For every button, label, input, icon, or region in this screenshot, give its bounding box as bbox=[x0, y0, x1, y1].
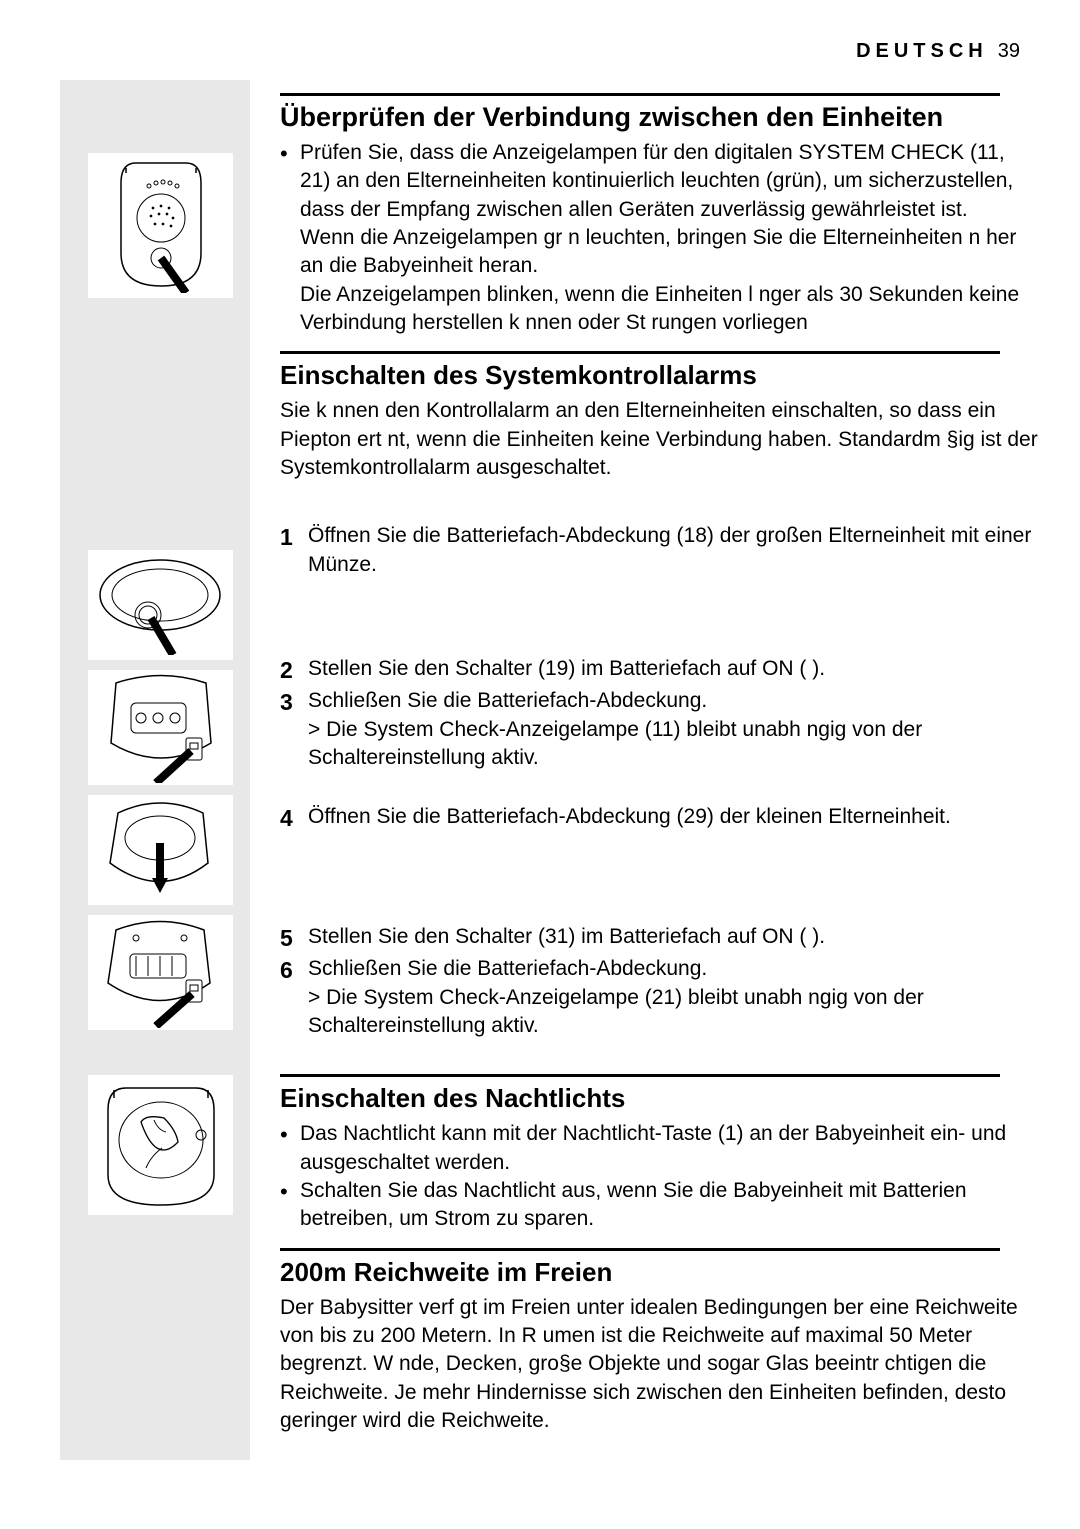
paragraph-green-lights: Wenn die Anzeigelampen gr n leuchten, br… bbox=[280, 224, 1040, 281]
bullet-nightlight-battery: Schalten Sie das Nachtlicht aus, wenn Si… bbox=[280, 1177, 1040, 1234]
step-6-result: > Die System Check-Anzeigelampe (21) ble… bbox=[280, 984, 1040, 1041]
step-number: 6 bbox=[280, 955, 293, 986]
step-3: 3 Schließen Sie die Batteriefach-Abdeckun… bbox=[280, 687, 1040, 715]
page-header: DEUTSCH 39 bbox=[60, 40, 1030, 63]
illustration-battery-compartment-large bbox=[88, 670, 233, 785]
heading-nightlight: Einschalten des Nachtlichts bbox=[280, 1083, 1040, 1114]
illustration-open-battery-small bbox=[88, 795, 233, 905]
step-text: Öffnen Sie die Batteriefach-Abdeckung (1… bbox=[308, 524, 1031, 575]
illustration-battery-compartment-small bbox=[88, 915, 233, 1030]
step-text: Stellen Sie den Schalter (19) im Batteri… bbox=[308, 657, 825, 680]
step-text: Schließen Sie die Batteriefach-Abdeckung… bbox=[308, 957, 707, 980]
step-4: 4 Öffnen Sie die Batteriefach-Abdeckung (… bbox=[280, 803, 1040, 831]
step-6: 6 Schließen Sie die Batteriefach-Abdeckun… bbox=[280, 955, 1040, 983]
heading-system-alarm: Einschalten des Systemkontrollalarms bbox=[280, 360, 1040, 391]
step-1: 1 Öffnen Sie die Batteriefach-Abdeckung (… bbox=[280, 522, 1040, 579]
paragraph-blinking: Die Anzeigelampen blinken, wenn die Einh… bbox=[280, 281, 1040, 338]
step-number: 2 bbox=[280, 655, 293, 686]
step-text: Öffnen Sie die Batteriefach-Abdeckung (2… bbox=[308, 805, 951, 828]
bullet-nightlight-toggle: Das Nachtlicht kann mit der Nachtlicht-T… bbox=[280, 1120, 1040, 1177]
section-rule bbox=[280, 1248, 1000, 1251]
step-number: 5 bbox=[280, 923, 293, 954]
section-rule bbox=[280, 1074, 1000, 1077]
step-number: 4 bbox=[280, 803, 293, 834]
illustration-baby-unit-lights bbox=[88, 153, 233, 298]
bullet-check-lights: Prüfen Sie, dass die Anzeigelampen für d… bbox=[280, 139, 1040, 224]
section-rule bbox=[280, 93, 1000, 96]
step-number: 1 bbox=[280, 522, 293, 553]
heading-check-connection: Überprüfen der Verbindung zwischen den E… bbox=[280, 102, 1040, 133]
paragraph-alarm-intro: Sie k nnen den Kontrollalarm an den Elte… bbox=[280, 397, 1040, 482]
header-language: DEUTSCH bbox=[856, 40, 988, 62]
illustration-open-battery-coin bbox=[88, 550, 233, 660]
paragraph-range: Der Babysitter verf gt im Freien unter i… bbox=[280, 1294, 1040, 1436]
header-page-number: 39 bbox=[998, 40, 1020, 62]
step-2: 2 Stellen Sie den Schalter (19) im Batter… bbox=[280, 655, 1040, 683]
step-text: Schließen Sie die Batteriefach-Abdeckung… bbox=[308, 689, 707, 712]
step-5: 5 Stellen Sie den Schalter (31) im Batter… bbox=[280, 923, 1040, 951]
illustration-nightlight-button bbox=[88, 1075, 233, 1215]
heading-range: 200m Reichweite im Freien bbox=[280, 1257, 1040, 1288]
step-number: 3 bbox=[280, 687, 293, 718]
section-rule bbox=[280, 351, 1000, 354]
step-3-result: > Die System Check-Anzeigelampe (11) ble… bbox=[280, 716, 1040, 773]
step-text: Stellen Sie den Schalter (31) im Batteri… bbox=[308, 925, 825, 948]
